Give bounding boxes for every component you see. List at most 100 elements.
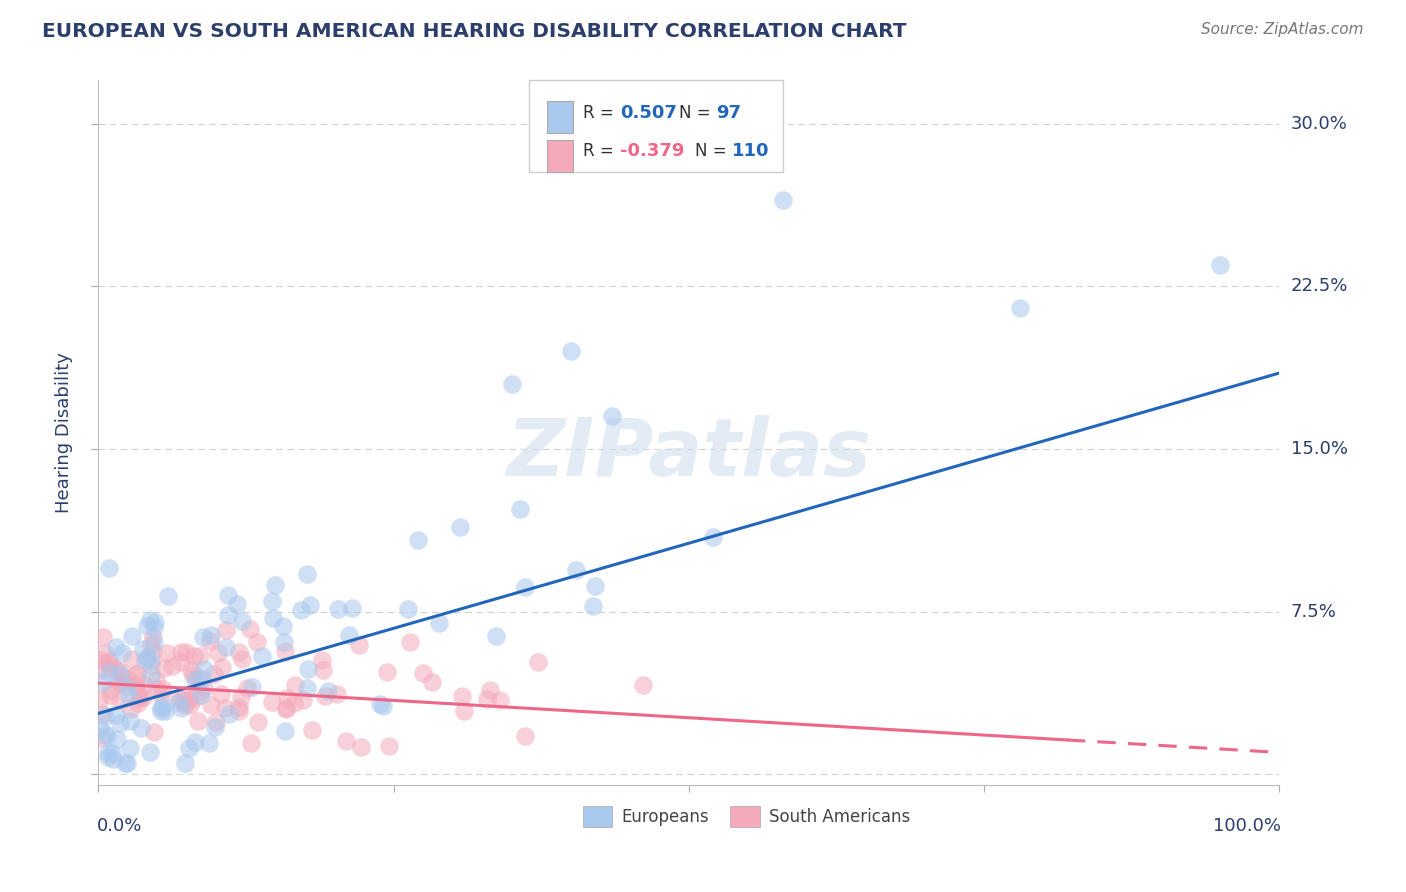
Point xyxy=(98,665,121,680)
Point xyxy=(127,667,149,681)
Point xyxy=(174,645,197,659)
Point xyxy=(264,578,287,592)
Point xyxy=(311,653,333,667)
Point xyxy=(100,661,122,675)
Point xyxy=(169,701,191,715)
Point xyxy=(274,724,297,739)
Point xyxy=(204,719,226,733)
Text: Europeans: Europeans xyxy=(621,807,709,826)
Point xyxy=(142,645,165,659)
Point xyxy=(335,734,357,748)
Point xyxy=(193,630,215,644)
Point xyxy=(218,706,240,721)
Point xyxy=(228,705,250,719)
Point xyxy=(297,566,319,581)
Point xyxy=(187,671,209,685)
Point xyxy=(89,692,111,706)
Point xyxy=(173,756,195,771)
Point xyxy=(246,715,269,730)
Point xyxy=(314,690,336,704)
Point xyxy=(228,700,250,714)
Point xyxy=(337,628,360,642)
Point xyxy=(169,655,191,669)
Point xyxy=(489,692,512,706)
Point xyxy=(239,622,262,636)
Point xyxy=(153,704,176,718)
Point xyxy=(273,635,295,649)
Point xyxy=(97,654,120,668)
Point xyxy=(373,699,395,714)
Y-axis label: Hearing Disability: Hearing Disability xyxy=(55,352,73,513)
Point xyxy=(143,620,166,634)
Point xyxy=(97,657,120,671)
Point xyxy=(501,376,523,391)
Text: Source: ZipAtlas.com: Source: ZipAtlas.com xyxy=(1201,22,1364,37)
Point xyxy=(91,707,114,722)
Point xyxy=(193,681,215,695)
Point xyxy=(274,702,297,716)
Point xyxy=(110,665,132,680)
Point xyxy=(427,616,450,631)
Point xyxy=(191,672,214,686)
Point xyxy=(139,638,162,652)
Point xyxy=(560,344,582,359)
Point xyxy=(1209,258,1232,272)
Point xyxy=(509,502,531,516)
Point xyxy=(120,702,142,716)
Point xyxy=(107,675,129,690)
Point xyxy=(245,635,267,649)
Point xyxy=(326,601,349,615)
Point xyxy=(396,601,419,615)
Point xyxy=(177,692,200,706)
Point xyxy=(485,629,508,643)
Point xyxy=(565,563,588,577)
Point xyxy=(124,678,146,692)
Point xyxy=(100,746,122,760)
Point xyxy=(179,698,201,712)
Point xyxy=(153,661,176,675)
Point xyxy=(188,684,211,698)
Point xyxy=(156,646,179,660)
Point xyxy=(600,409,623,424)
Point xyxy=(103,661,125,675)
Text: N =: N = xyxy=(679,103,717,121)
Point xyxy=(89,721,111,735)
Point xyxy=(200,698,222,712)
Point xyxy=(190,688,212,702)
FancyBboxPatch shape xyxy=(530,80,783,172)
Point xyxy=(260,695,283,709)
Point xyxy=(449,520,471,534)
Point xyxy=(139,745,162,759)
Point xyxy=(141,668,163,682)
Point xyxy=(235,681,257,696)
Point xyxy=(347,638,370,652)
Point xyxy=(375,665,398,679)
Point xyxy=(205,715,228,730)
Point xyxy=(141,657,163,672)
Point xyxy=(273,619,295,633)
Point xyxy=(104,708,127,723)
Point xyxy=(225,597,247,611)
Point xyxy=(145,615,167,629)
Point xyxy=(583,579,606,593)
Point xyxy=(190,649,212,664)
Point xyxy=(198,736,221,750)
Point xyxy=(297,661,319,675)
Point xyxy=(142,630,165,644)
Point xyxy=(143,725,166,739)
Point xyxy=(97,750,120,764)
Point xyxy=(181,668,204,682)
Point xyxy=(139,613,162,627)
Point xyxy=(108,715,131,730)
Point xyxy=(478,682,501,697)
Point xyxy=(90,652,112,666)
Point xyxy=(513,580,536,594)
Point xyxy=(631,678,654,692)
Point xyxy=(184,673,207,688)
Point xyxy=(118,689,141,703)
Point xyxy=(184,735,207,749)
Point xyxy=(98,682,121,697)
Point xyxy=(297,681,319,696)
Point xyxy=(406,533,429,548)
Point xyxy=(312,664,335,678)
